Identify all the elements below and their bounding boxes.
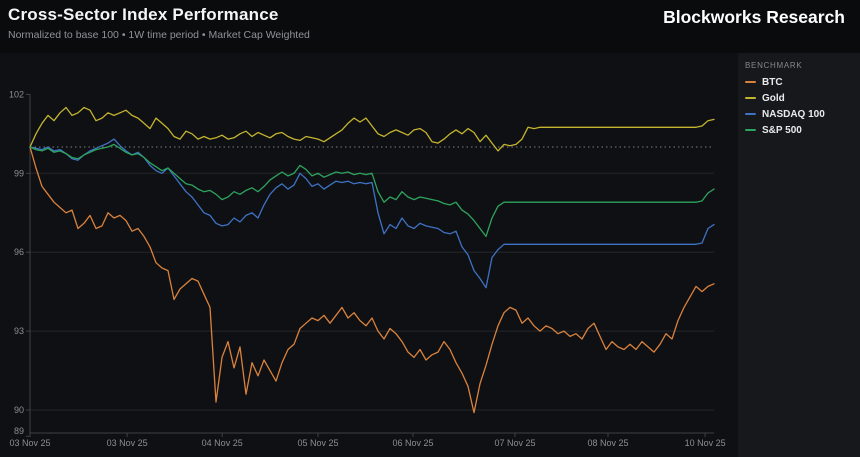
y-axis-label: 99 xyxy=(14,168,24,178)
series-line-s-p-500[interactable] xyxy=(29,143,715,238)
performance-chart[interactable]: 102 99 96 93 90 89 03 Nov 25 03 Nov 25 04 Nov 25… xyxy=(0,53,738,457)
x-axis-label: 03 Nov 25 xyxy=(9,438,50,448)
legend-item-nasdaq-100[interactable]: NASDAQ 100 xyxy=(745,108,856,120)
x-axis-label: 03 Nov 25 xyxy=(107,438,148,448)
x-axis-label: 10 Nov 25 xyxy=(685,438,726,448)
series-line-gold[interactable] xyxy=(29,106,715,152)
legend-item-btc[interactable]: BTC xyxy=(745,76,856,88)
y-axis-label: 96 xyxy=(14,247,24,257)
y-axis-label: 90 xyxy=(14,405,24,415)
x-axis-label: 07 Nov 25 xyxy=(494,438,535,448)
x-axis-label: 08 Nov 25 xyxy=(587,438,628,448)
gold-color-swatch xyxy=(745,97,756,99)
page-subtitle: Normalized to base 100 • 1W time period … xyxy=(8,29,310,41)
series-line-nasdaq-100[interactable] xyxy=(29,138,715,289)
legend-label: BTC xyxy=(762,76,783,88)
legend-panel: BENCHMARK BTC Gold NASDAQ 100 S&P 500 xyxy=(738,53,860,457)
chart-card: 102 99 96 93 90 89 03 Nov 25 03 Nov 25 04 Nov 25… xyxy=(0,53,860,457)
nasdaq-100-color-swatch xyxy=(745,113,756,115)
y-axis-label: 89 xyxy=(14,426,24,436)
header: Cross-Sector Index Performance Normalize… xyxy=(0,0,860,53)
legend-title: BENCHMARK xyxy=(745,61,803,70)
legend-label: NASDAQ 100 xyxy=(762,108,825,120)
legend-label: Gold xyxy=(762,92,785,104)
s-p-500-color-swatch xyxy=(745,129,756,131)
y-axis-label: 102 xyxy=(9,89,24,99)
legend-item-gold[interactable]: Gold xyxy=(745,92,856,104)
series-line-btc[interactable] xyxy=(29,146,715,414)
btc-color-swatch xyxy=(745,81,756,83)
legend-label: S&P 500 xyxy=(762,124,802,136)
legend-item-s-p-500[interactable]: S&P 500 xyxy=(745,124,856,136)
x-axis-label: 04 Nov 25 xyxy=(202,438,243,448)
page-title: Cross-Sector Index Performance xyxy=(8,5,279,24)
legend-items: BTC Gold NASDAQ 100 S&P 500 xyxy=(745,76,856,136)
y-axis-label: 93 xyxy=(14,326,24,336)
x-axis-label: 06 Nov 25 xyxy=(392,438,433,448)
x-axis-label: 05 Nov 25 xyxy=(297,438,338,448)
brand-logo: Blockworks Research xyxy=(663,7,845,27)
